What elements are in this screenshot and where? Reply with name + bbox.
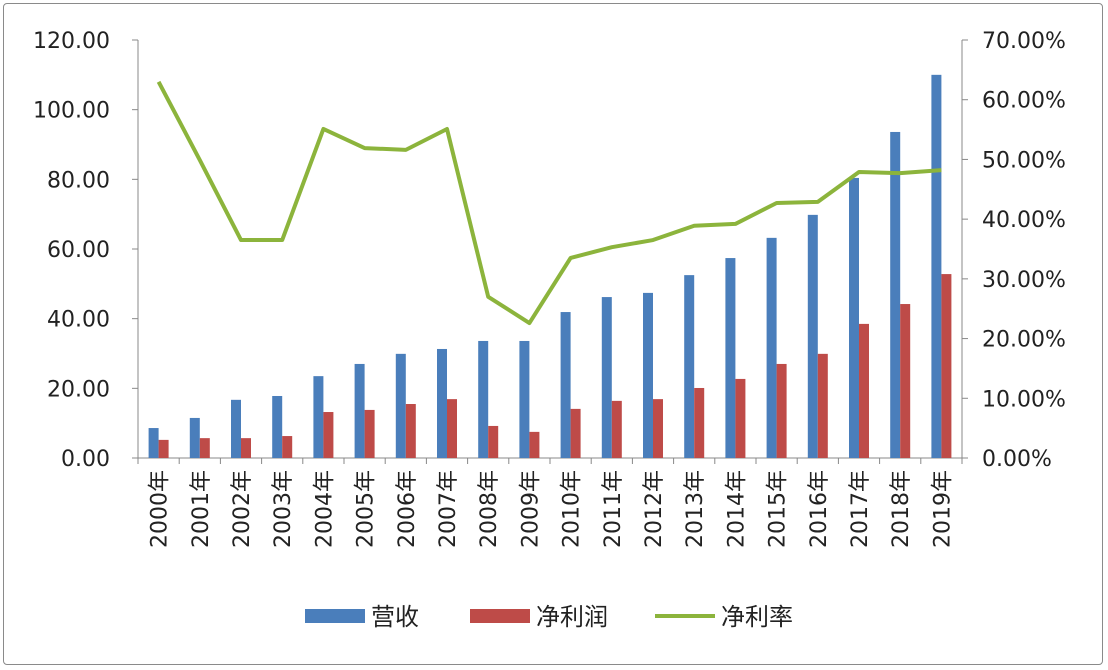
x-tick-label: 2004年 <box>312 470 337 548</box>
left-tick-label: 0.00 <box>61 447 110 472</box>
bar-营收 <box>354 363 365 458</box>
x-tick-label: 2013年 <box>683 470 708 548</box>
x-tick-label: 2000年 <box>148 470 173 548</box>
bar-营收 <box>725 258 736 458</box>
x-tick-label: 2014年 <box>724 470 749 548</box>
x-tick-label: 2009年 <box>518 470 543 548</box>
right-tick-label: 40.00% <box>982 208 1066 233</box>
bar-营收 <box>395 353 406 458</box>
bar-营收 <box>807 214 818 458</box>
x-tick-label: 2003年 <box>271 470 296 548</box>
bar-营收 <box>272 395 283 458</box>
line-净利率 <box>156 80 942 326</box>
bar-净利润 <box>529 431 540 458</box>
legend-label: 营收 <box>371 603 419 631</box>
x-tick-label: 2012年 <box>642 470 667 548</box>
bar-净利润 <box>859 323 869 458</box>
x-tick-label: 2001年 <box>189 470 214 548</box>
bar-净利润 <box>158 439 169 458</box>
x-tick-label: 2008年 <box>477 470 502 548</box>
right-tick-label: 10.00% <box>982 387 1066 412</box>
legend-swatch <box>305 609 365 623</box>
bar-净利润 <box>570 408 581 458</box>
bar-营收 <box>601 297 612 458</box>
bar-净利润 <box>447 399 457 458</box>
left-tick-label: 120.00 <box>33 29 110 54</box>
bar-净利润 <box>488 425 499 458</box>
bar-净利润 <box>241 438 251 458</box>
left-tick-label: 60.00 <box>47 238 110 263</box>
right-tick-label: 30.00% <box>982 268 1066 293</box>
bar-营收 <box>519 340 530 458</box>
x-tick-label: 2017年 <box>848 470 873 548</box>
bar-营收 <box>313 376 324 458</box>
bar-净利润 <box>199 438 210 458</box>
x-tick-label: 2011年 <box>601 470 626 548</box>
bar-净利润 <box>735 378 746 458</box>
x-tick-label: 2018年 <box>889 470 914 548</box>
left-tick-label: 40.00 <box>47 308 110 333</box>
x-tick-label: 2005年 <box>354 470 379 548</box>
bar-净利润 <box>405 404 416 458</box>
bar-营收 <box>684 275 695 458</box>
bar-营收 <box>560 312 571 458</box>
left-tick-label: 80.00 <box>47 168 110 193</box>
x-tick-label: 2002年 <box>230 470 255 548</box>
bar-净利润 <box>694 387 705 458</box>
bar-营收 <box>437 348 447 458</box>
chart-frame <box>3 3 1103 665</box>
left-tick-label: 100.00 <box>33 99 110 124</box>
bar-净利润 <box>900 304 911 458</box>
x-tick-label: 2010年 <box>560 470 585 548</box>
bar-营收 <box>189 417 200 458</box>
right-tick-label: 20.00% <box>982 328 1066 353</box>
bar-净利润 <box>611 400 622 458</box>
bar-营收 <box>148 428 159 458</box>
x-tick-label: 2015年 <box>766 470 791 548</box>
legend-label: 净利润 <box>536 603 608 631</box>
x-tick-label: 2016年 <box>807 470 832 548</box>
bar-净利润 <box>282 436 293 458</box>
bar-净利润 <box>776 363 787 458</box>
bar-净利润 <box>941 274 952 458</box>
x-tick-label: 2006年 <box>395 470 420 548</box>
bar-营收 <box>478 340 489 458</box>
bar-营收 <box>766 237 777 458</box>
right-tick-label: 0.00% <box>982 447 1052 472</box>
bar-营收 <box>890 131 901 458</box>
bar-净利润 <box>364 409 375 458</box>
bar-营收 <box>849 177 859 458</box>
bar-营收 <box>931 74 942 458</box>
x-tick-label: 2007年 <box>436 470 461 548</box>
bar-净利润 <box>653 399 663 458</box>
right-tick-label: 50.00% <box>982 148 1066 173</box>
right-tick-label: 70.00% <box>982 29 1066 54</box>
left-tick-label: 20.00 <box>47 377 110 402</box>
bar-营收 <box>231 399 241 458</box>
bar-营收 <box>643 292 653 458</box>
x-tick-label: 2019年 <box>930 470 955 548</box>
bar-净利润 <box>817 353 828 458</box>
legend-swatch <box>470 609 530 623</box>
right-tick-label: 60.00% <box>982 89 1066 114</box>
legend-label: 净利率 <box>721 603 793 631</box>
bar-净利润 <box>323 412 334 458</box>
